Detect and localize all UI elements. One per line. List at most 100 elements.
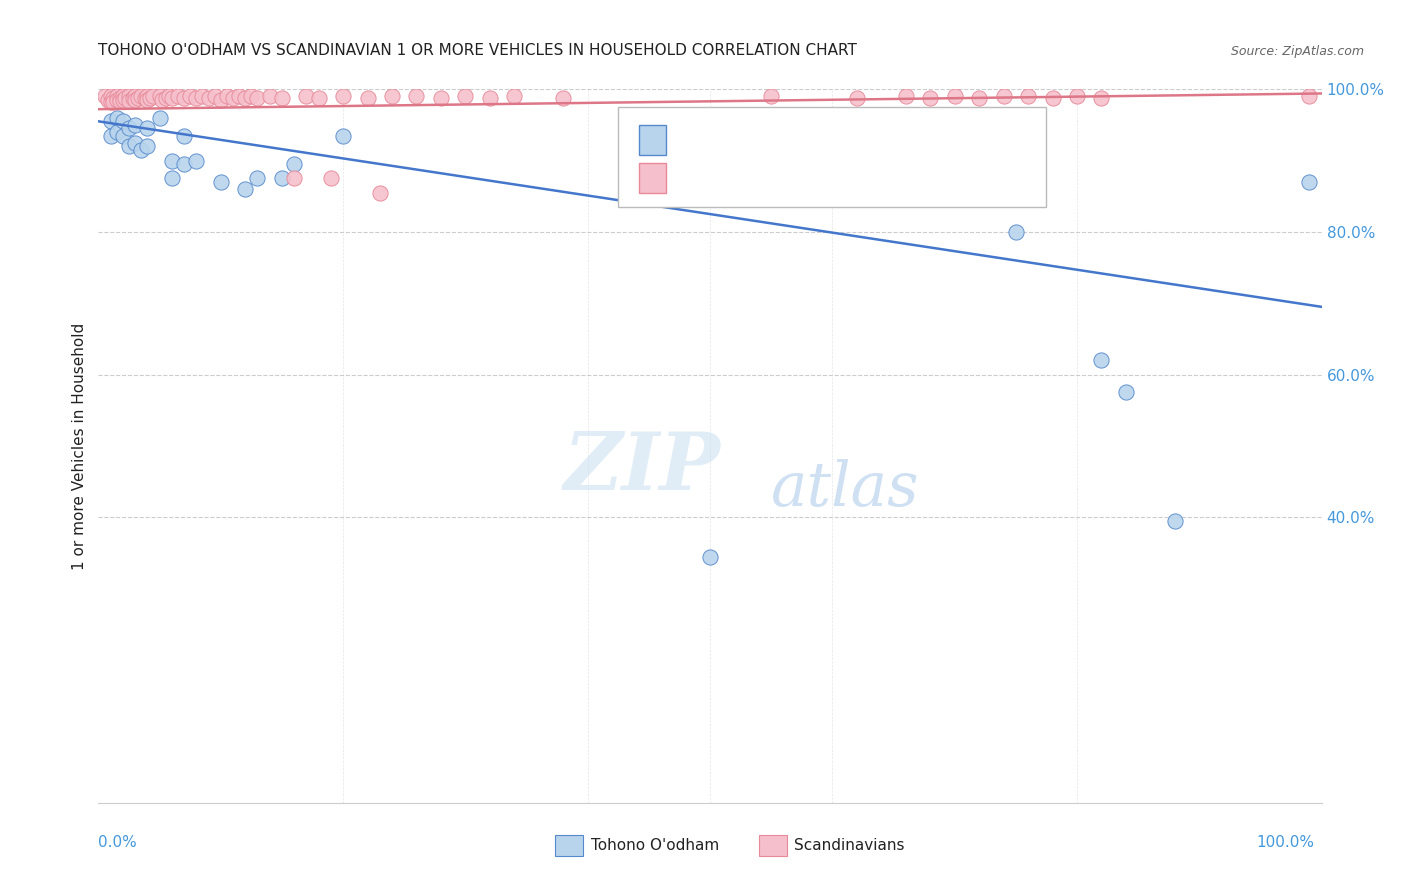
Point: [100, 89, 122, 103]
Point: [93, 89, 115, 103]
Text: 100.0%: 100.0%: [1257, 836, 1315, 850]
Point: [295, 89, 318, 103]
Point: [332, 128, 354, 143]
Point: [160, 171, 183, 186]
Point: [228, 89, 250, 103]
Point: [920, 91, 942, 105]
Point: [111, 89, 134, 103]
Point: [155, 91, 177, 105]
Point: [105, 111, 128, 125]
Point: [114, 91, 136, 105]
Point: [259, 89, 281, 103]
Point: [233, 91, 256, 105]
Point: [105, 93, 128, 107]
Point: [139, 91, 162, 105]
Point: [136, 93, 159, 107]
Point: [173, 91, 195, 105]
Text: 0.0%: 0.0%: [98, 836, 138, 850]
Point: [1298, 89, 1320, 103]
Point: [430, 91, 453, 105]
Point: [110, 91, 132, 105]
Point: [283, 157, 305, 171]
Point: [368, 186, 391, 200]
Point: [270, 91, 294, 105]
Point: [124, 136, 146, 150]
Point: [124, 118, 146, 132]
Point: [209, 93, 232, 107]
Point: [110, 95, 132, 109]
Point: [197, 91, 219, 105]
Point: [993, 89, 1015, 103]
Point: [894, 89, 917, 103]
Point: [150, 93, 173, 107]
Point: [246, 171, 269, 186]
Point: [118, 89, 141, 103]
Point: [121, 91, 143, 105]
Point: [845, 91, 868, 105]
Point: [319, 171, 342, 186]
Point: [173, 128, 195, 143]
Point: [136, 121, 159, 136]
Point: [105, 89, 128, 103]
Point: [222, 91, 245, 105]
Point: [136, 89, 159, 103]
Point: [215, 89, 238, 103]
Point: [142, 89, 165, 103]
Point: [186, 153, 208, 168]
Point: [503, 89, 526, 103]
Point: [699, 549, 721, 564]
Point: [308, 91, 330, 105]
Point: [129, 89, 152, 103]
Point: [1164, 514, 1187, 528]
Point: [381, 89, 404, 103]
FancyBboxPatch shape: [619, 107, 1046, 207]
Point: [167, 89, 190, 103]
Point: [209, 175, 232, 189]
Point: [283, 171, 305, 186]
Point: [160, 91, 183, 105]
Point: [111, 128, 134, 143]
Point: [105, 125, 128, 139]
Point: [111, 93, 134, 107]
Point: [967, 91, 990, 105]
Point: [111, 114, 134, 128]
Point: [129, 143, 152, 157]
Point: [173, 157, 195, 171]
Point: [179, 89, 201, 103]
Point: [97, 93, 120, 107]
Point: [1042, 91, 1064, 105]
Point: [118, 94, 141, 108]
Point: [100, 114, 122, 128]
Text: R =  0.506   N = 73: R = 0.506 N = 73: [683, 164, 845, 182]
Point: [191, 89, 214, 103]
Point: [160, 153, 183, 168]
Y-axis label: 1 or more Vehicles in Household: 1 or more Vehicles in Household: [72, 322, 87, 570]
Point: [1090, 91, 1112, 105]
Point: [454, 89, 477, 103]
Point: [1004, 225, 1026, 239]
Point: [1115, 385, 1137, 400]
Point: [478, 91, 501, 105]
Point: [761, 89, 783, 103]
Point: [118, 121, 141, 136]
Point: [356, 91, 378, 105]
Point: [637, 171, 661, 186]
Point: [124, 89, 146, 103]
Point: [553, 91, 575, 105]
Point: [1017, 89, 1039, 103]
Point: [136, 139, 159, 153]
Text: TOHONO O'ODHAM VS SCANDINAVIAN 1 OR MORE VEHICLES IN HOUSEHOLD CORRELATION CHART: TOHONO O'ODHAM VS SCANDINAVIAN 1 OR MORE…: [98, 43, 858, 58]
Point: [100, 128, 122, 143]
Point: [149, 89, 172, 103]
Point: [1090, 353, 1112, 368]
Point: [157, 89, 180, 103]
Text: ZIP: ZIP: [564, 429, 720, 506]
Text: Scandinavians: Scandinavians: [794, 838, 905, 853]
Point: [134, 91, 156, 105]
Text: R = -0.508   N = 30: R = -0.508 N = 30: [683, 125, 846, 143]
Point: [270, 171, 294, 186]
Point: [332, 89, 354, 103]
Point: [1066, 89, 1088, 103]
Point: [124, 93, 146, 107]
Text: Source: ZipAtlas.com: Source: ZipAtlas.com: [1230, 45, 1364, 58]
